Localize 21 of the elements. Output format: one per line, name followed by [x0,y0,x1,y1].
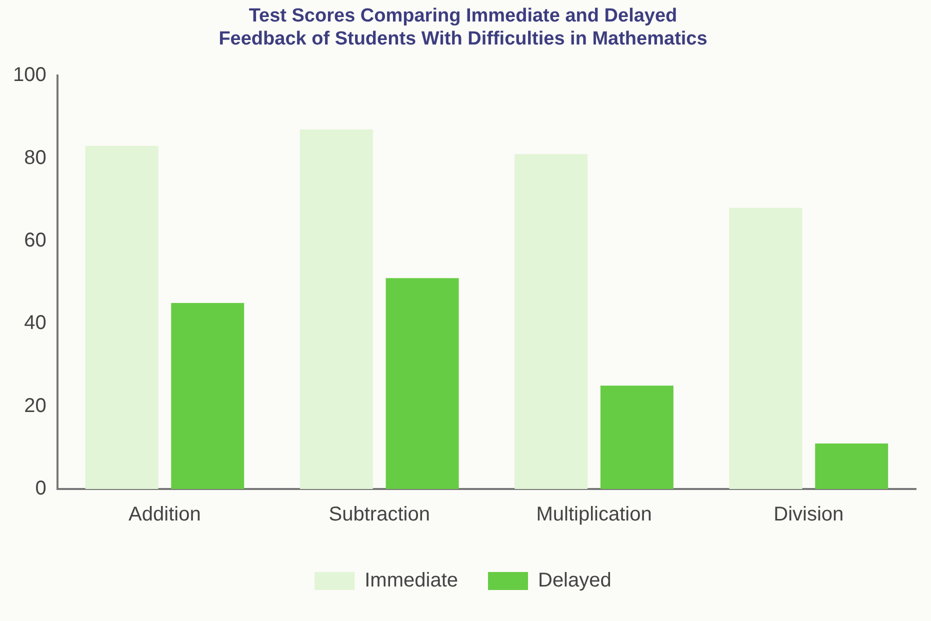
bar [600,386,674,489]
y-tick-label: 0 [35,478,46,500]
bar [729,208,802,489]
bar [514,154,588,489]
y-tick-label: 60 [24,229,46,252]
y-tick-label: 20 [24,394,46,417]
x-tick-label: Division [774,504,844,526]
y-tick-label: 40 [24,312,46,334]
bar [171,302,244,489]
x-tick-label: Multiplication [536,504,652,526]
x-tick-label: Subtraction [328,504,430,526]
bar [386,278,459,489]
bar [300,129,373,489]
bar [85,146,158,489]
y-tick-label: 100 [12,64,46,86]
chart-title: Test Scores Comparing Immediate and Delayed Feedback of Students With Difficulties in Mathematics [218,6,708,50]
legend-label: Immediate [364,570,458,592]
x-tick-label: Addition [128,504,201,526]
y-tick-label: 80 [24,146,46,169]
legend-label: Delayed [538,570,612,592]
bar [815,444,888,489]
